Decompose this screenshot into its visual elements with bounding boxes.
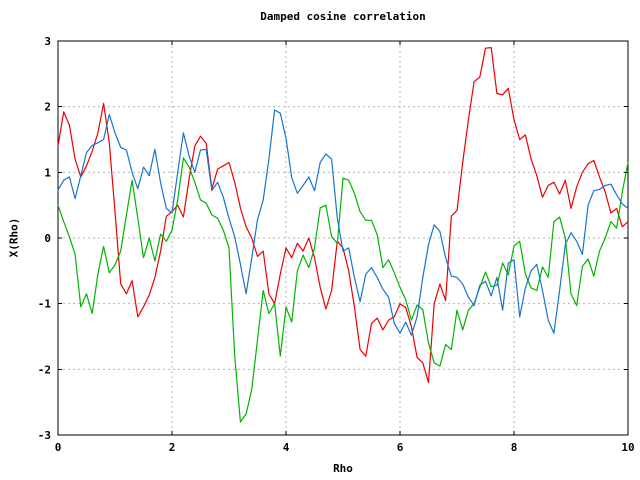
x-tick-label: 0: [55, 441, 62, 454]
y-tick-label: -3: [38, 429, 51, 442]
series-blue-line: [57, 109, 629, 336]
x-axis-label: Rho: [333, 462, 353, 475]
x-tick-label: 10: [621, 441, 634, 454]
y-tick-label: 0: [44, 232, 51, 245]
chart-title: Damped cosine correlation: [260, 10, 426, 23]
y-axis-label: X(Rho): [7, 217, 21, 258]
y-tick-label: -2: [38, 363, 51, 376]
x-tick-label: 4: [283, 441, 290, 454]
series-green-line: [57, 157, 629, 423]
y-tick-label: 3: [44, 35, 51, 48]
series-red-line: [57, 46, 629, 384]
y-tick-label: -1: [38, 298, 52, 311]
x-tick-label: 8: [511, 441, 518, 454]
y-tick-label: 2: [44, 101, 51, 114]
x-tick-label: 6: [397, 441, 404, 454]
x-tick-label: 2: [169, 441, 176, 454]
y-tick-label: 1: [44, 166, 51, 179]
